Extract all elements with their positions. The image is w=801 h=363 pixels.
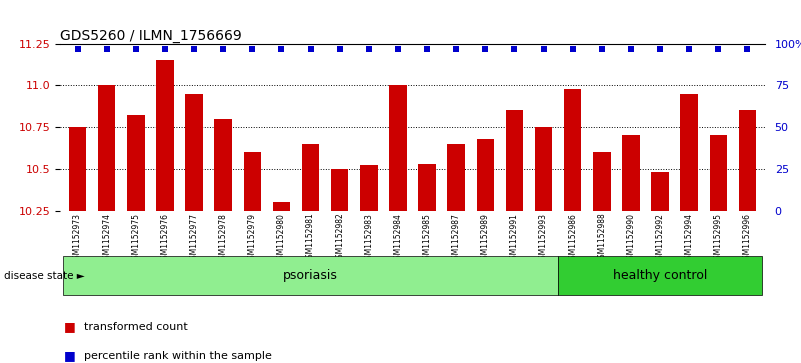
Bar [98, 85, 115, 211]
Point [246, 46, 259, 52]
Text: GSM1152990: GSM1152990 [626, 213, 635, 264]
Text: psoriasis: psoriasis [283, 269, 338, 282]
Point [741, 46, 754, 52]
Bar [535, 127, 553, 211]
Text: GSM1152995: GSM1152995 [714, 213, 723, 264]
Text: GSM1152992: GSM1152992 [655, 213, 665, 264]
Text: ■: ■ [64, 320, 80, 333]
Text: GSM1152984: GSM1152984 [393, 213, 402, 264]
Bar [739, 110, 756, 211]
Text: GSM1152991: GSM1152991 [510, 213, 519, 264]
Point [421, 46, 433, 52]
Text: GSM1152981: GSM1152981 [306, 213, 315, 264]
Point [712, 46, 725, 52]
Point [392, 46, 405, 52]
Bar [69, 127, 87, 211]
Point [130, 46, 143, 52]
Text: GSM1152983: GSM1152983 [364, 213, 373, 264]
Bar [448, 144, 465, 211]
Text: GSM1152979: GSM1152979 [248, 213, 257, 264]
Bar [564, 89, 582, 211]
Point [217, 46, 230, 52]
Point [508, 46, 521, 52]
Text: GSM1152996: GSM1152996 [743, 213, 752, 264]
Bar [244, 152, 261, 211]
Point [654, 46, 666, 52]
Text: GSM1152976: GSM1152976 [160, 213, 170, 264]
Bar [418, 164, 436, 211]
Point [71, 46, 84, 52]
FancyBboxPatch shape [558, 256, 762, 295]
Point [450, 46, 463, 52]
Bar [710, 135, 727, 211]
Point [159, 46, 171, 52]
Text: GSM1152982: GSM1152982 [335, 213, 344, 264]
Text: GSM1152975: GSM1152975 [131, 213, 140, 264]
Text: disease state ►: disease state ► [4, 271, 85, 281]
Bar [505, 110, 523, 211]
Point [275, 46, 288, 52]
Point [682, 46, 695, 52]
Point [625, 46, 638, 52]
Text: ■: ■ [64, 349, 80, 362]
Bar [360, 166, 377, 211]
Text: GDS5260 / ILMN_1756669: GDS5260 / ILMN_1756669 [60, 29, 242, 42]
Text: GSM1152987: GSM1152987 [452, 213, 461, 264]
Point [362, 46, 375, 52]
Point [537, 46, 550, 52]
Text: percentile rank within the sample: percentile rank within the sample [84, 351, 272, 361]
Bar [477, 139, 494, 211]
Bar [622, 135, 640, 211]
Text: healthy control: healthy control [613, 269, 707, 282]
Bar [331, 169, 348, 211]
Text: transformed count: transformed count [84, 322, 188, 332]
Point [566, 46, 579, 52]
Bar [185, 94, 203, 211]
Bar [389, 85, 407, 211]
Text: GSM1152989: GSM1152989 [481, 213, 490, 264]
Text: GSM1152986: GSM1152986 [568, 213, 578, 264]
Bar [272, 202, 290, 211]
Text: GSM1152993: GSM1152993 [539, 213, 548, 264]
Point [595, 46, 608, 52]
Text: GSM1152980: GSM1152980 [277, 213, 286, 264]
Bar [681, 94, 698, 211]
Bar [156, 60, 174, 211]
Bar [215, 119, 232, 211]
Text: GSM1152974: GSM1152974 [103, 213, 111, 264]
Bar [651, 172, 669, 211]
Bar [302, 144, 320, 211]
Text: GSM1152988: GSM1152988 [598, 213, 606, 264]
Point [187, 46, 200, 52]
Point [304, 46, 317, 52]
Text: GSM1152977: GSM1152977 [190, 213, 199, 264]
FancyBboxPatch shape [63, 256, 558, 295]
Text: GSM1152973: GSM1152973 [73, 213, 82, 264]
Text: GSM1152985: GSM1152985 [423, 213, 432, 264]
Bar [127, 115, 144, 211]
Point [333, 46, 346, 52]
Point [479, 46, 492, 52]
Bar [593, 152, 610, 211]
Point [100, 46, 113, 52]
Text: GSM1152978: GSM1152978 [219, 213, 227, 264]
Text: GSM1152994: GSM1152994 [685, 213, 694, 264]
